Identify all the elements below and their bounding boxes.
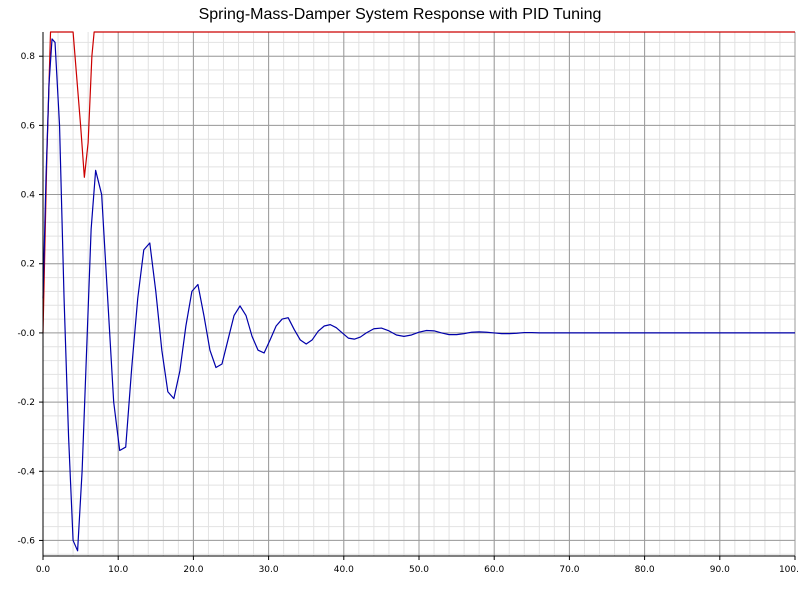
y-tick-label: -0.6: [17, 536, 35, 546]
y-tick-label: -0.0: [17, 329, 35, 339]
series-line-1: [42, 38, 795, 552]
axes-layer: [39, 32, 796, 560]
y-tick-label: -0.4: [17, 467, 35, 477]
y-tick-label: 0.2: [21, 260, 35, 270]
y-tick-label: 0.6: [21, 121, 36, 131]
x-tick-label: 50.0: [409, 565, 429, 575]
x-tick-label: 30.0: [259, 565, 279, 575]
x-tick-label: 100.: [779, 565, 799, 575]
x-tick-label: 90.0: [710, 565, 730, 575]
x-tick-label: 20.0: [183, 565, 203, 575]
y-tick-label: 0.4: [21, 191, 36, 201]
y-tick-label: -0.2: [17, 398, 35, 408]
series-layer: [42, 31, 795, 552]
x-tick-label: 80.0: [635, 565, 655, 575]
labels-layer: 0.0 10.0 20.0 30.0 40.0 50.0 60.0 70.0 80.0 90.0 1…: [17, 52, 799, 575]
x-tick-label: 70.0: [559, 565, 579, 575]
x-tick-label: 40.0: [334, 565, 354, 575]
chart-title: Spring-Mass-Damper System Response with …: [198, 6, 602, 23]
y-tick-label: 0.8: [21, 52, 36, 62]
x-tick-label: 60.0: [484, 565, 504, 575]
x-tick-label: 10.0: [108, 565, 128, 575]
x-tick-label: 0.0: [36, 565, 51, 575]
series-line-0: [42, 31, 795, 333]
